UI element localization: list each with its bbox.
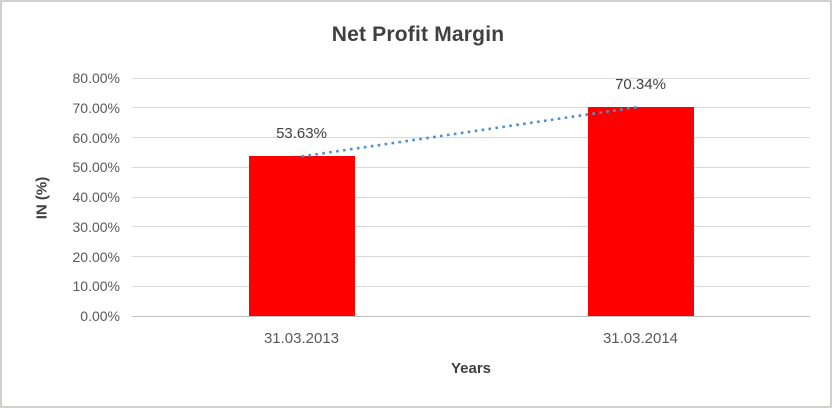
y-tick-label: 0.00% [80,308,120,324]
y-tick-label: 60.00% [72,129,120,146]
gridline [132,196,810,198]
x-category-label: 31.03.2014 [602,330,679,347]
y-tick-label: 80.00% [72,70,120,86]
y-tick-label: 30.00% [72,218,120,235]
gridline [132,226,810,228]
gridline [132,285,810,287]
bar-31.03.2014 [587,106,694,316]
bar-data-label: 53.63% [276,125,327,143]
y-tick-label: 70.00% [72,99,120,116]
bar-31.03.2013 [248,156,355,316]
y-tick-label: 50.00% [72,159,120,176]
x-axis-title: Years [450,360,492,377]
gridline [132,137,810,138]
y-tick-label: 10.00% [72,278,120,295]
y-tick-label: 20.00% [72,248,120,265]
chart-title: Net Profit Margin [331,23,505,46]
y-tick-label: 40.00% [72,189,120,205]
x-category-label: 31.03.2013 [263,330,340,347]
bar-data-label: 70.34% [615,75,666,93]
plot-area [132,77,810,317]
gridline [132,256,810,257]
gridline [132,107,810,109]
gridline [132,166,810,168]
gridline [132,77,810,79]
